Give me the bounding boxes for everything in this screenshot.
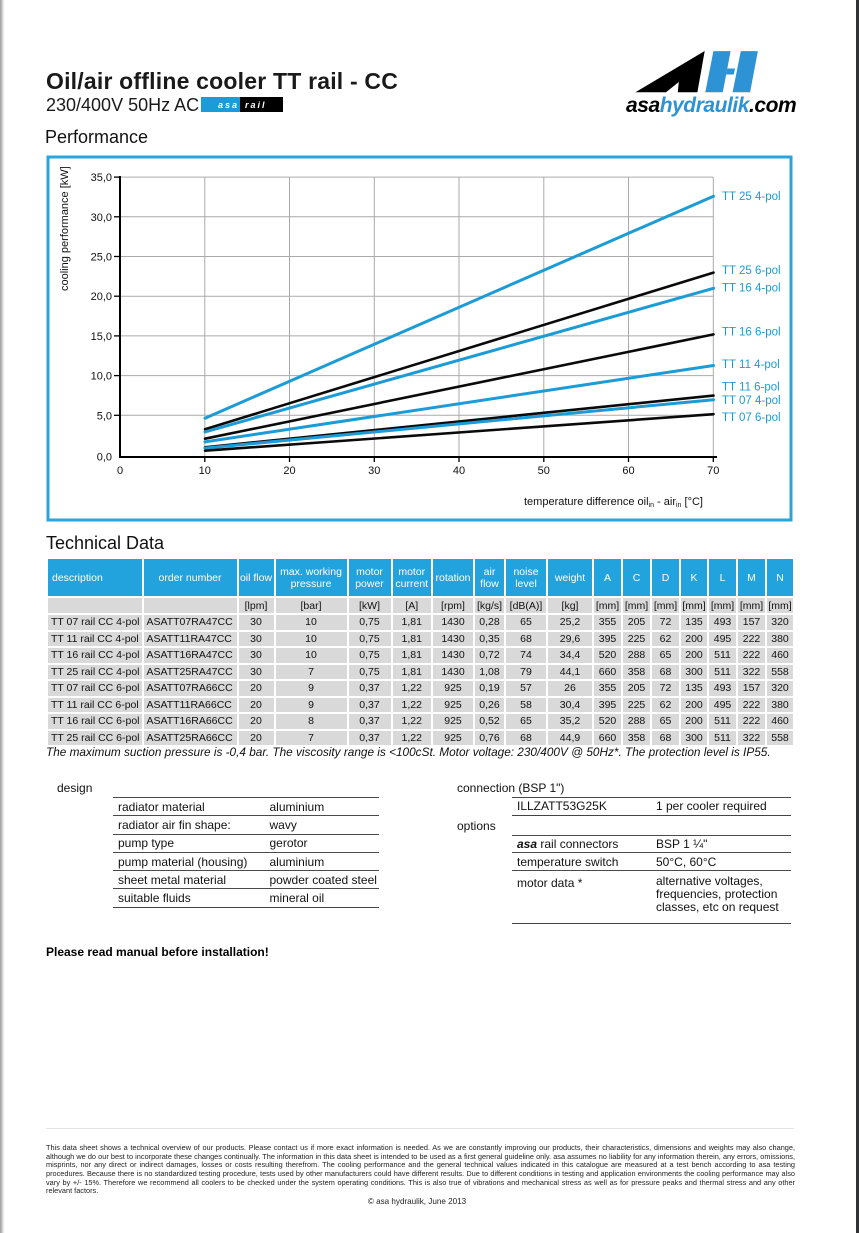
svg-text:10: 10: [199, 465, 211, 477]
svg-text:30,0: 30,0: [91, 212, 112, 224]
svg-text:5,0: 5,0: [97, 410, 112, 422]
svg-text:temperature difference oilin -: temperature difference oilin - airin [°C…: [524, 496, 703, 509]
svg-text:25,0: 25,0: [91, 252, 112, 264]
svg-text:TT 07 4-pol: TT 07 4-pol: [722, 395, 781, 407]
svg-text:50: 50: [538, 465, 550, 477]
svg-text:TT 25 4-pol: TT 25 4-pol: [722, 191, 781, 203]
svg-text:TT 11 6-pol: TT 11 6-pol: [722, 382, 780, 394]
svg-text:10,0: 10,0: [91, 371, 112, 383]
svg-text:35,0: 35,0: [91, 172, 112, 184]
svg-text:20: 20: [283, 465, 295, 477]
svg-text:TT 25 6-pol: TT 25 6-pol: [722, 265, 781, 277]
svg-text:20,0: 20,0: [91, 291, 112, 303]
svg-text:asahydraulik.com: asahydraulik.com: [626, 94, 796, 117]
svg-text:60: 60: [622, 465, 634, 477]
svg-text:70: 70: [707, 465, 719, 477]
svg-text:15,0: 15,0: [91, 331, 112, 343]
svg-text:TT 16 4-pol: TT 16 4-pol: [722, 283, 781, 295]
svg-text:30: 30: [368, 465, 380, 477]
svg-text:TT 11 4-pol: TT 11 4-pol: [722, 359, 780, 371]
svg-text:0,0: 0,0: [97, 452, 112, 464]
svg-text:TT 07 6-pol: TT 07 6-pol: [722, 412, 781, 424]
svg-text:40: 40: [453, 465, 465, 477]
svg-text:cooling performance [kW]: cooling performance [kW]: [59, 166, 71, 291]
svg-text:TT 16 6-pol: TT 16 6-pol: [722, 327, 781, 339]
svg-text:0: 0: [117, 465, 123, 477]
